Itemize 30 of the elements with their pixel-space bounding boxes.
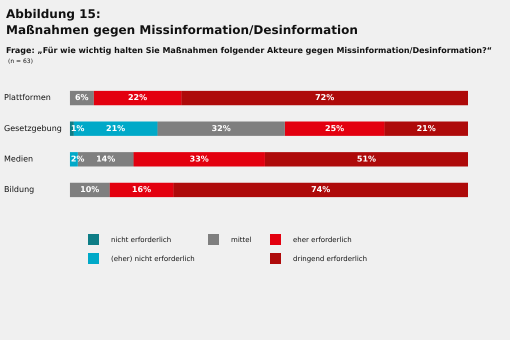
data-label: 6% [74, 93, 89, 102]
data-label: 22% [128, 93, 148, 102]
data-label: 14% [96, 154, 116, 164]
data-label: 10% [80, 184, 100, 194]
y-tick-label: Gesetzgebung [4, 124, 62, 133]
bar [134, 152, 265, 166]
bar [94, 90, 182, 106]
data-label: 33% [190, 154, 209, 164]
data-label: 74% [311, 184, 330, 194]
chart-title: Abbildung 15: Maßnahmen gegen Missinformation/Desinformation [6, 6, 358, 38]
y-tick-label: Medien [4, 154, 34, 164]
data-label: 32% [212, 124, 231, 133]
bar [384, 122, 468, 136]
data-label: 72% [315, 93, 334, 102]
data-label: 21% [106, 124, 126, 133]
bar [181, 90, 468, 106]
y-tick-label: Plattformen [4, 93, 51, 102]
bar [264, 152, 468, 166]
bar [157, 122, 285, 136]
data-label: 16% [132, 184, 152, 194]
y-tick-label: Bildung [4, 184, 34, 194]
chart-subtitle: Frage: „Für wie wichtig halten Sie Maßnahmen folgender Akteure gegen Missinformation/Desinformation?“ [6, 46, 492, 55]
data-label: 51% [356, 154, 376, 164]
bar [284, 122, 384, 136]
bar [173, 182, 468, 198]
bar [110, 182, 174, 198]
data-label: 21% [416, 124, 436, 133]
bar [74, 122, 158, 136]
data-label: 25% [325, 124, 344, 133]
data-label: 1% [70, 124, 84, 133]
